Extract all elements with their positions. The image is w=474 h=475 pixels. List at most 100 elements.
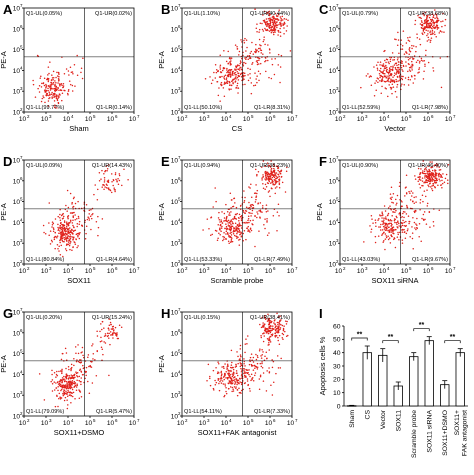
scatter-point bbox=[73, 380, 76, 383]
x-tick-label: 10 bbox=[177, 268, 185, 275]
scatter-point bbox=[109, 331, 112, 333]
scatter-point bbox=[250, 353, 253, 355]
scatter-point bbox=[85, 366, 88, 369]
scatter-point bbox=[370, 231, 372, 233]
scatter-point bbox=[226, 80, 229, 83]
scatter-point bbox=[393, 219, 396, 222]
scatter-point bbox=[49, 87, 52, 90]
scatter-point bbox=[430, 186, 432, 188]
scatter-point bbox=[32, 83, 35, 86]
scatter-point bbox=[238, 50, 241, 53]
scatter-point bbox=[239, 205, 242, 207]
scatter-point bbox=[234, 227, 236, 229]
scatter-point bbox=[264, 178, 266, 180]
scatter-point bbox=[231, 225, 233, 227]
scatter-point bbox=[57, 223, 59, 226]
scatter-point bbox=[396, 75, 399, 78]
scatter-point bbox=[413, 55, 416, 57]
scatter-point bbox=[388, 229, 390, 231]
scatter-point bbox=[385, 75, 387, 77]
scatter-point bbox=[409, 192, 411, 195]
scatter-point bbox=[277, 339, 279, 342]
scatter-point bbox=[423, 22, 426, 25]
scatter-point bbox=[388, 84, 390, 86]
scatter-point bbox=[272, 183, 274, 185]
y-tick-exponent: 2 bbox=[336, 259, 339, 264]
scatter-point bbox=[388, 67, 391, 70]
scatter-point bbox=[243, 41, 246, 44]
scatter-point bbox=[411, 237, 414, 240]
scatter-point bbox=[394, 211, 396, 213]
scatter-point bbox=[262, 333, 264, 335]
scatter-point bbox=[394, 38, 396, 40]
scatter-point bbox=[265, 59, 267, 62]
scatter-point bbox=[400, 66, 403, 69]
bar-category-label: SOX11+FAK antagonist bbox=[454, 410, 469, 456]
scatter-point bbox=[401, 48, 404, 50]
scatter-point bbox=[62, 228, 65, 230]
scatter-point bbox=[225, 392, 228, 395]
scatter-point bbox=[67, 228, 70, 230]
scatter-point bbox=[238, 239, 240, 241]
scatter-point bbox=[412, 200, 414, 202]
quadrant-ll-label: Q1-LL(43.03%) bbox=[342, 257, 380, 263]
scatter-point bbox=[257, 50, 260, 53]
scatter-point bbox=[278, 182, 281, 184]
x-axis-title: Vector bbox=[384, 124, 406, 133]
scatter-point bbox=[263, 329, 266, 332]
scatter-point bbox=[245, 338, 247, 340]
scatter-point bbox=[75, 233, 78, 236]
scatter-point bbox=[65, 387, 68, 390]
y-tick-label: 10 bbox=[13, 47, 21, 54]
scatter-point bbox=[256, 173, 258, 176]
scatter-point bbox=[397, 31, 399, 34]
scatter-point bbox=[240, 364, 243, 367]
scatter-point bbox=[268, 175, 270, 178]
scatter-point bbox=[71, 71, 74, 73]
scatter-point bbox=[214, 229, 217, 232]
scatter-point bbox=[262, 176, 264, 178]
scatter-point bbox=[55, 86, 58, 88]
scatter-point bbox=[245, 375, 247, 377]
scatter-point bbox=[51, 226, 53, 228]
panel-letter: D bbox=[3, 154, 12, 169]
scatter-point bbox=[429, 26, 432, 29]
scatter-point bbox=[60, 244, 63, 247]
scatter-point bbox=[370, 228, 373, 231]
scatter-point bbox=[258, 31, 260, 33]
scatter-point bbox=[45, 83, 47, 86]
scatter-point bbox=[53, 100, 56, 102]
scatter-point bbox=[431, 178, 434, 180]
scatter-point bbox=[428, 39, 430, 41]
scatter-point bbox=[258, 230, 260, 232]
scatter-point bbox=[202, 229, 204, 231]
y-tick-label: 10 bbox=[13, 372, 21, 379]
scatter-point bbox=[395, 215, 398, 218]
scatter-point bbox=[66, 382, 68, 384]
y-tick-exponent: 2 bbox=[20, 107, 23, 112]
scatter-point bbox=[71, 222, 74, 224]
scatter-point bbox=[438, 174, 440, 176]
y-tick-label: 10 bbox=[171, 310, 179, 317]
scatter-point bbox=[401, 83, 403, 85]
scatter-point bbox=[268, 323, 271, 326]
scatter-point bbox=[419, 23, 422, 25]
scatter-point bbox=[246, 221, 249, 224]
scatter-point bbox=[389, 229, 392, 231]
scatter-point bbox=[262, 183, 264, 185]
scatter-point bbox=[79, 380, 82, 383]
scatter-point bbox=[249, 375, 251, 378]
scatter-point bbox=[221, 366, 223, 368]
scatter-point bbox=[246, 55, 249, 57]
scatter-point bbox=[442, 20, 444, 22]
scatter-point bbox=[233, 215, 236, 218]
scatter-point bbox=[220, 371, 222, 374]
scatter-point bbox=[87, 216, 89, 218]
scatter-point bbox=[394, 72, 396, 74]
scatter-point bbox=[54, 405, 57, 408]
scatter-point bbox=[67, 215, 70, 217]
scatter-point bbox=[429, 161, 431, 163]
scatter-point bbox=[382, 214, 384, 216]
scatter-point bbox=[252, 361, 255, 363]
scatter-point bbox=[280, 324, 282, 326]
